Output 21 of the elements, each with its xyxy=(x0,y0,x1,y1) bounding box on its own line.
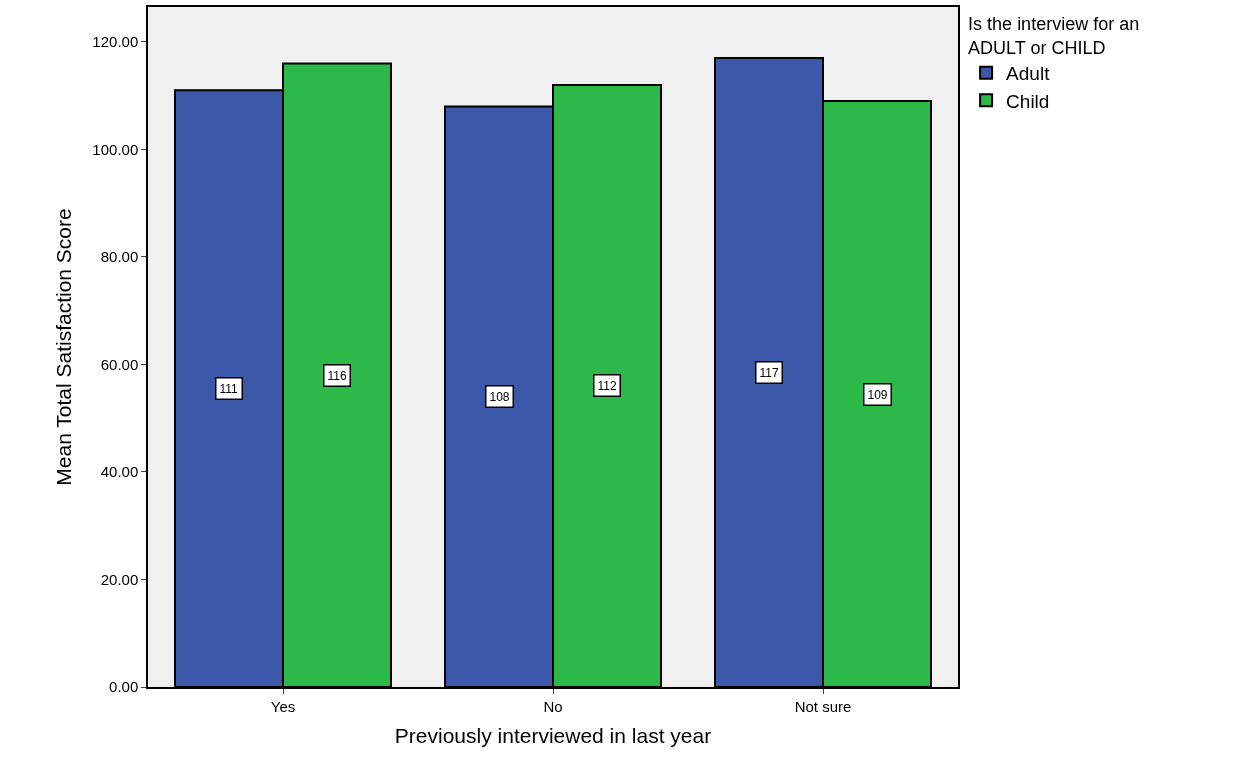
legend-label: Adult xyxy=(1006,63,1051,85)
y-axis-title: Mean Total Satisfaction Score xyxy=(52,208,76,486)
legend-label: Child xyxy=(1006,90,1050,112)
data-label: 117 xyxy=(759,365,779,380)
data-label: 111 xyxy=(219,381,239,396)
y-tick-label: 100.00 xyxy=(92,140,139,158)
data-label: 108 xyxy=(489,389,510,404)
legend-title: Is the interview for an ADULT or CHILD xyxy=(968,14,1140,58)
y-tick-label: 0.00 xyxy=(109,678,139,696)
y-tick-label: 80.00 xyxy=(100,248,139,266)
x-axis-title: Previously interviewed in last year xyxy=(394,724,712,748)
x-tick-label: Yes xyxy=(270,697,296,715)
data-label: 109 xyxy=(867,387,888,402)
x-tick-label: Not sure xyxy=(794,697,852,715)
y-tick-label: 60.00 xyxy=(100,355,139,373)
y-tick-label: 120.00 xyxy=(92,33,139,51)
y-tick-label: 40.00 xyxy=(100,463,139,481)
data-label: 112 xyxy=(597,378,617,393)
data-label: 116 xyxy=(327,368,347,383)
y-tick-label: 20.00 xyxy=(100,570,139,588)
x-tick-label: No xyxy=(543,697,563,715)
